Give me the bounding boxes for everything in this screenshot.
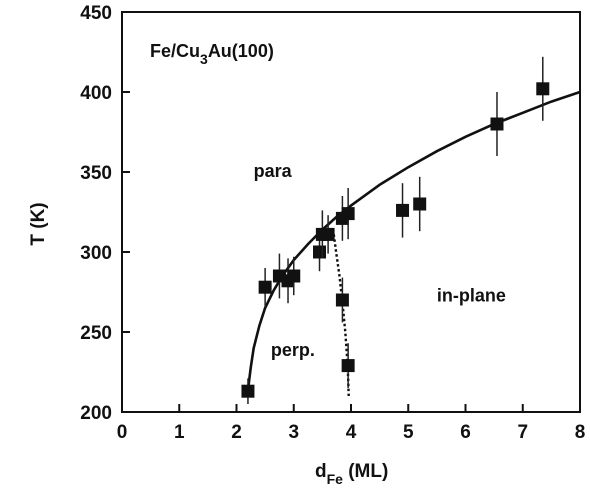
title-pre: Fe/Cu (150, 41, 200, 61)
chart-title: Fe/Cu3Au(100) (150, 41, 274, 67)
x-tick-label: 4 (346, 422, 357, 443)
boundary-curve (332, 234, 350, 397)
point-marker (341, 359, 355, 373)
y-tick-label: 450 (80, 3, 112, 24)
data-point (490, 92, 504, 156)
title-post: Au(100) (208, 41, 274, 61)
data-point (287, 256, 301, 296)
x-tick-label: 6 (460, 422, 471, 443)
point-marker (241, 384, 255, 398)
data-point (258, 268, 272, 307)
point-marker (396, 203, 410, 217)
point-marker (287, 269, 301, 283)
x-tick-label: 1 (174, 422, 185, 443)
point-marker (490, 117, 504, 131)
data-point (536, 56, 550, 121)
data-point (321, 215, 335, 254)
point-marker (313, 245, 327, 259)
fit-curve (246, 90, 581, 390)
xlabel-main: d (315, 461, 327, 482)
title-sub: 3 (200, 51, 208, 67)
x-tick-label: 7 (517, 422, 528, 443)
point-marker (536, 82, 550, 96)
point-marker (413, 197, 427, 211)
x-tick-label: 8 (575, 422, 586, 443)
x-tick-label: 5 (403, 422, 414, 443)
x-axis-title: dFe (ML) (315, 461, 388, 487)
point-marker (258, 280, 272, 294)
data-point (341, 343, 355, 388)
point-marker (321, 227, 335, 241)
y-tick-label: 200 (80, 403, 112, 424)
label-in-plane: in-plane (437, 286, 506, 306)
y-tick-label: 300 (80, 243, 112, 264)
data-point (341, 188, 355, 240)
data-point (396, 183, 410, 238)
label-perp: perp. (271, 340, 315, 360)
y-tick-label: 350 (80, 163, 112, 184)
y-axis-title: T (K) (28, 202, 49, 245)
xlabel-post: (ML) (343, 461, 388, 482)
curves-group (246, 90, 581, 397)
data-point (241, 378, 255, 404)
x-tick-label: 3 (288, 422, 299, 443)
y-tick-label: 400 (80, 83, 112, 104)
x-tick-label: 2 (231, 422, 242, 443)
points-group (241, 56, 550, 404)
xlabel-sub: Fe (327, 471, 344, 487)
point-marker (341, 207, 355, 221)
x-tick-label: 0 (117, 422, 128, 443)
data-point (413, 176, 427, 232)
annotations-group: para perp. in-plane (254, 161, 506, 360)
y-tick-label: 250 (80, 323, 112, 344)
label-para: para (254, 161, 293, 181)
data-point (335, 277, 349, 323)
ticks-group: 0 1 2 3 4 5 6 7 8 200 250 300 350 400 450 (80, 3, 585, 443)
point-marker (335, 293, 349, 307)
